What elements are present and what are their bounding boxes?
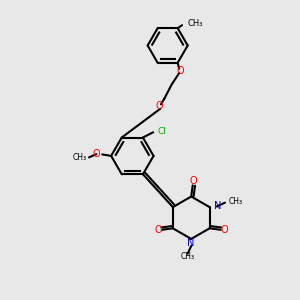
- Text: Cl: Cl: [157, 127, 166, 136]
- Text: CH₃: CH₃: [228, 197, 242, 206]
- Text: O: O: [154, 225, 162, 235]
- Text: CH₃: CH₃: [188, 19, 203, 28]
- Text: O: O: [221, 225, 228, 235]
- Text: CH₃: CH₃: [180, 252, 194, 261]
- Text: N: N: [214, 201, 221, 211]
- Text: CH₃: CH₃: [73, 153, 87, 162]
- Text: O: O: [189, 176, 197, 186]
- Text: N: N: [187, 238, 195, 248]
- Text: O: O: [93, 149, 100, 159]
- Text: O: O: [177, 66, 184, 76]
- Text: O: O: [156, 101, 163, 111]
